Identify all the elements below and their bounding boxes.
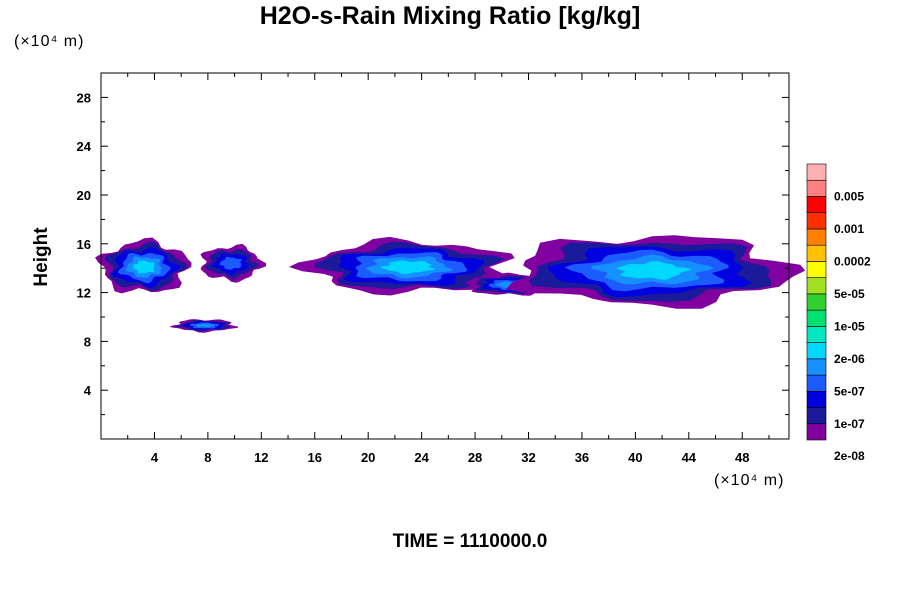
x-tick-label: 32 [521,450,535,465]
cloud-layer [95,235,806,333]
colorbar-swatch [806,374,827,392]
colorbar-swatch [806,326,827,343]
chart-title: H2O-s-Rain Mixing Ratio [kg/kg] [259,2,641,30]
colorbar-swatch [806,244,827,262]
colorbar-label: 1e-07 [834,417,865,431]
cloud-contour [219,256,242,270]
x-tick-label: 48 [735,450,749,465]
cloud-feature [95,237,192,294]
x-axis-unit: (×10⁴ m) [714,472,785,489]
y-tick-label: 20 [77,188,91,203]
x-tick-label: 28 [468,450,482,465]
y-tick-label: 8 [84,334,91,349]
colorbar-swatch [806,358,827,376]
colorbar-swatch [806,277,827,295]
cloud-feature [289,236,515,296]
cloud-feature [169,319,238,333]
x-tick-label: 20 [361,450,375,465]
x-tick-label: 24 [414,450,429,465]
x-tick-label: 16 [308,450,322,465]
x-tick-label: 40 [628,450,642,465]
colorbar: 0.005 0.001 0.0002 5e-05 1e-05 2e-06 5e-07 1e-0… [806,163,871,463]
colorbar-label: 5e-07 [834,384,865,398]
plot-frame [100,72,790,440]
colorbar-swatch [806,423,827,441]
colorbar-label: 0.005 [834,189,864,203]
cloud-contour [380,260,436,275]
colorbar-swatch [806,228,827,246]
colorbar-label: 5e-05 [834,287,865,301]
colorbar-swatch [806,407,827,425]
cloud-feature [506,235,806,309]
colorbar-swatch [806,293,827,311]
colorbar-label: 2e-08 [834,449,865,463]
y-axis-unit: (×10⁴ m) [14,33,85,50]
colorbar-label: 1e-05 [834,319,865,333]
y-tick-label: 12 [77,286,91,301]
colorbar-swatch [806,212,827,230]
y-tick-label: 24 [77,139,92,154]
cloud-contour [195,323,214,328]
cloud-feature [200,243,267,283]
cloud-contour [133,260,155,274]
x-tick-label: 8 [204,450,211,465]
x-tick-label: 36 [575,450,589,465]
x-tick-label: 4 [151,450,159,465]
x-tick-label: 44 [682,450,697,465]
colorbar-label: 0.0002 [834,254,871,268]
colorbar-swatch [806,342,827,360]
time-footer: TIME = 1110000.0 [392,531,548,552]
colorbar-swatch [806,390,827,408]
colorbar-swatch [806,261,827,278]
cloud-contour [616,261,692,280]
colorbar-swatch [806,163,827,181]
y-tick-label: 4 [84,383,92,398]
x-tick-label: 12 [254,450,268,465]
colorbar-swatch [806,196,827,214]
y-tick-label: 16 [77,237,91,252]
colorbar-label: 0.001 [834,222,864,236]
y-tick-label: 28 [77,90,91,105]
colorbar-swatch [806,179,827,197]
colorbar-swatch [806,309,827,327]
colorbar-label: 2e-06 [834,352,865,366]
